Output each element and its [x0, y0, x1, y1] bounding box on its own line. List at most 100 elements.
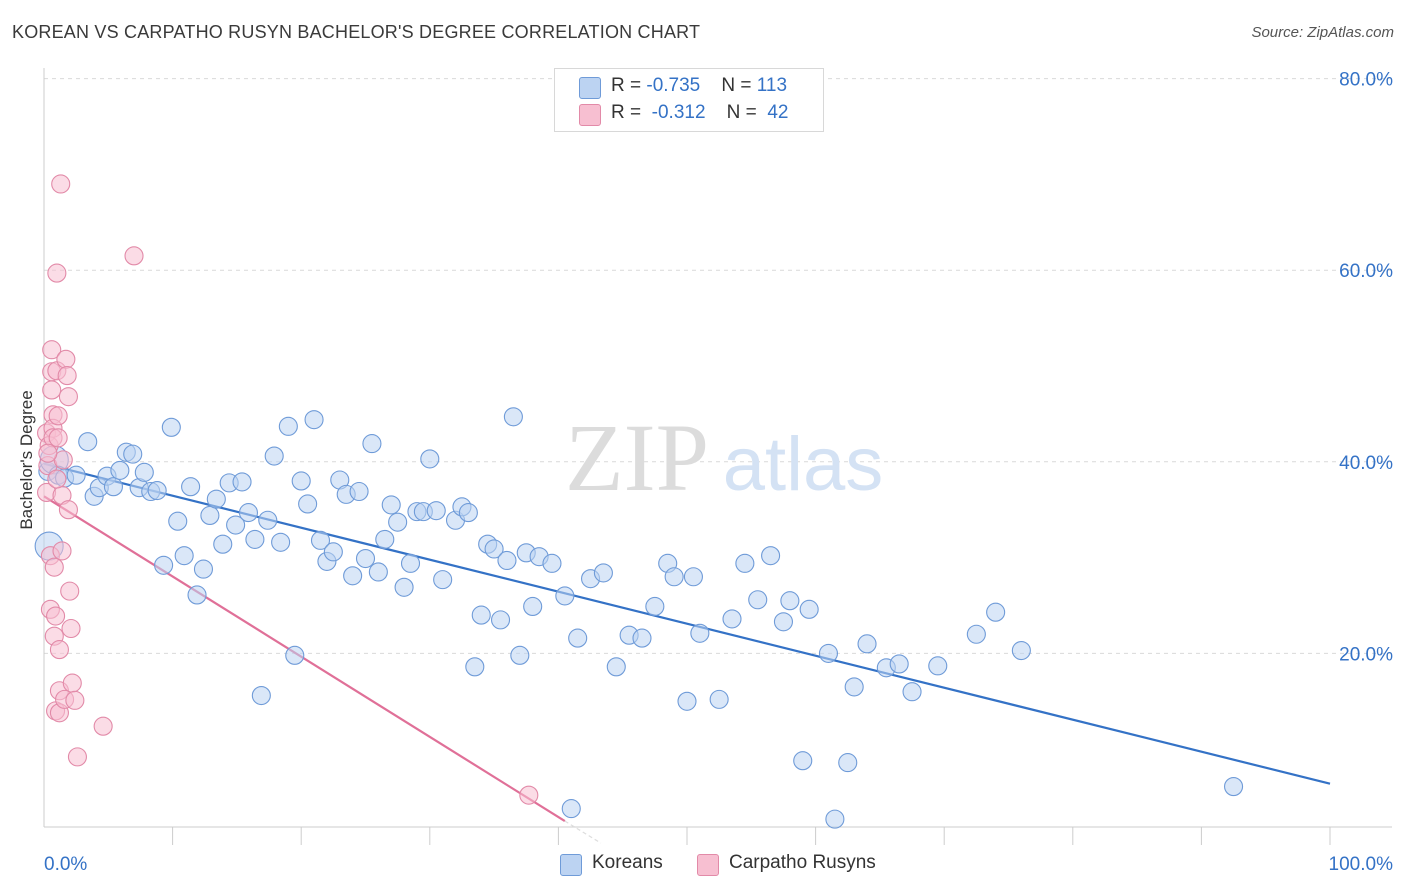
data-point — [523, 596, 543, 617]
trend-line-rusyns — [43, 495, 566, 822]
data-point — [285, 645, 305, 665]
data-point — [735, 553, 755, 573]
data-point — [42, 340, 62, 360]
data-point — [258, 510, 278, 530]
data-point — [381, 495, 401, 515]
data-point — [271, 532, 291, 552]
data-point — [226, 515, 246, 535]
data-point — [58, 387, 78, 407]
watermark-atlas: atlas — [723, 422, 884, 507]
y-tick-label: 60.0% — [1339, 261, 1393, 282]
legend: R = -0.735 N = 113 R = -0.312 N = 42 — [554, 68, 824, 132]
data-point — [928, 656, 948, 676]
y-tick-label: 40.0% — [1339, 453, 1393, 474]
data-point — [857, 634, 877, 654]
data-point — [343, 566, 363, 586]
data-point — [420, 449, 440, 469]
data-point — [555, 586, 575, 606]
data-point — [1224, 777, 1244, 797]
data-point — [793, 751, 813, 771]
data-point — [93, 716, 113, 736]
data-point — [664, 567, 684, 587]
trend-line-extension — [564, 820, 602, 844]
data-point — [433, 570, 453, 590]
data-point — [52, 541, 72, 561]
data-point — [503, 407, 523, 427]
data-point — [44, 557, 64, 577]
bottom-legend-swatch-koreans — [560, 854, 582, 876]
data-point — [38, 443, 58, 463]
data-point — [134, 462, 154, 482]
data-point — [902, 682, 922, 702]
data-point — [400, 553, 421, 573]
data-point — [542, 553, 562, 573]
data-point — [677, 691, 697, 711]
data-point — [394, 577, 414, 597]
data-point — [181, 477, 201, 497]
data-point — [200, 505, 220, 525]
data-point — [825, 809, 845, 829]
legend-r-label: R = — [611, 102, 647, 123]
data-point — [62, 673, 82, 693]
data-point — [510, 645, 530, 665]
data-point — [278, 416, 298, 436]
legend-r-label: R = — [611, 75, 647, 96]
data-point — [458, 503, 478, 523]
data-point — [123, 444, 143, 464]
legend-swatch-rusyns — [579, 104, 601, 126]
data-point — [426, 501, 446, 521]
data-point — [709, 689, 729, 709]
data-point — [722, 609, 742, 629]
data-point — [232, 472, 252, 492]
data-point — [46, 606, 66, 626]
watermark-zip: ZIP — [565, 404, 709, 511]
data-point — [58, 500, 78, 520]
data-point — [986, 602, 1006, 622]
data-point — [355, 549, 376, 569]
data-point — [78, 432, 98, 452]
bottom-legend-label-koreans: Koreans — [592, 852, 663, 873]
x-tick-label: 100.0% — [1329, 854, 1394, 875]
data-points — [34, 174, 1244, 829]
data-point — [264, 446, 284, 466]
data-point — [593, 563, 613, 583]
data-point — [844, 677, 864, 697]
data-point — [1011, 640, 1031, 661]
legend-swatch-koreans — [579, 77, 601, 99]
data-point — [748, 590, 768, 610]
bottom-legend-label-rusyns: Carpatho Rusyns — [729, 852, 876, 873]
data-point — [61, 618, 81, 639]
data-point — [773, 612, 794, 632]
data-point — [362, 434, 382, 454]
data-point — [187, 585, 207, 605]
y-tick-label: 20.0% — [1339, 644, 1393, 665]
grid-lines — [44, 78, 1392, 654]
data-point — [245, 529, 265, 549]
data-point — [519, 785, 539, 805]
data-point — [51, 174, 71, 194]
data-point — [298, 494, 318, 514]
data-point — [49, 640, 69, 660]
data-point — [56, 349, 76, 369]
axes — [43, 68, 1392, 845]
data-point — [206, 489, 226, 509]
data-point — [48, 406, 68, 426]
data-point — [690, 623, 710, 643]
data-point — [780, 591, 800, 611]
trend-line-koreans — [43, 462, 1331, 785]
data-point — [67, 747, 87, 767]
legend-n-value: 42 — [767, 102, 789, 123]
data-point — [349, 481, 369, 502]
data-point — [47, 469, 67, 489]
source-label: Source: ZipAtlas.com — [1251, 24, 1394, 41]
data-point — [154, 555, 174, 575]
data-point — [465, 657, 485, 677]
data-point — [568, 628, 588, 648]
data-point — [484, 539, 504, 559]
data-point — [42, 380, 62, 400]
data-point — [761, 546, 781, 566]
tick-labels: 20.0% 40.0% 60.0% 80.0% 0.0% 100.0% — [44, 70, 1393, 875]
data-point — [310, 530, 331, 550]
data-point — [606, 657, 626, 677]
